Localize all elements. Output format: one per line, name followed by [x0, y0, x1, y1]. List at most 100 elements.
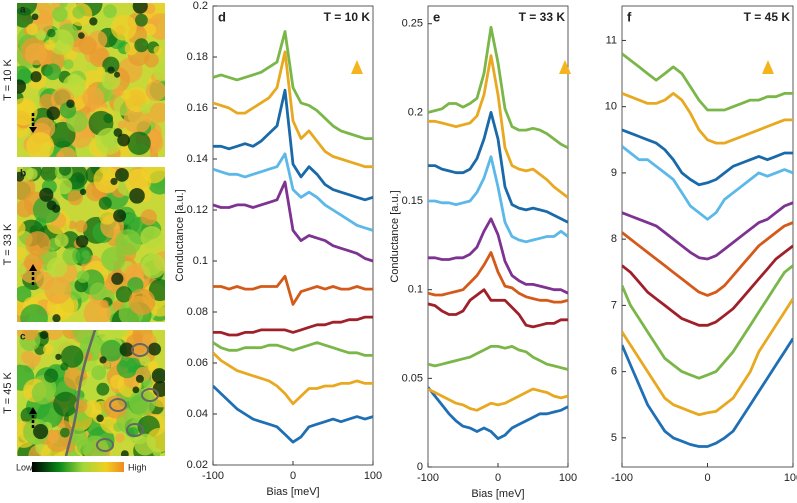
- colorbar-low: Low: [16, 462, 33, 472]
- map-patch: [110, 374, 124, 389]
- series-group: [428, 25, 568, 440]
- map-dark-patch: [132, 3, 148, 14]
- spectrum-line: [428, 288, 568, 329]
- y-axis-label: Conductance [a.u.]: [174, 189, 186, 281]
- spectrum-line: [428, 345, 568, 371]
- map-dark-patch: [79, 188, 87, 195]
- map-patch: [17, 3, 38, 16]
- map-dark-patch: [99, 356, 107, 364]
- map: [17, 167, 165, 322]
- map-patch: [26, 23, 38, 36]
- map-patch: [48, 29, 75, 55]
- map-patch: [46, 257, 68, 278]
- spectrum-line: [428, 251, 568, 304]
- map-patch: [17, 265, 27, 275]
- map-dark-patch: [39, 187, 54, 202]
- map-dark-patch: [113, 209, 127, 223]
- map-patch: [78, 36, 97, 55]
- spectrum-line: [428, 217, 568, 295]
- map-patch: [153, 62, 165, 82]
- map-dark-patch: [77, 32, 85, 39]
- x-tick-label: -100: [202, 470, 224, 482]
- y-tick-label: 0.04: [187, 408, 208, 420]
- maps: a T = 10 K b T = 33 K c T = 45 K: [2, 3, 165, 456]
- domain-outline: [141, 388, 159, 402]
- spectrum-line: [213, 50, 373, 169]
- map-dark-patch: [89, 17, 98, 26]
- y-tick-label: 0.15: [402, 195, 423, 207]
- tip-arrowhead: [29, 264, 37, 271]
- panel-letter: d: [218, 9, 226, 24]
- spectrum-line: [622, 298, 793, 417]
- y-tick-label: 7: [611, 299, 617, 311]
- x-axis-label: Bias [meV]: [266, 486, 319, 498]
- domain-outline: [109, 398, 127, 412]
- map-patch: [67, 190, 83, 206]
- spectrum-line: [213, 180, 373, 263]
- panel-title: T = 33 K: [519, 10, 566, 24]
- map-dark-patch: [17, 171, 25, 182]
- map-dark-patch: [120, 450, 129, 456]
- spectrum-line: [213, 341, 373, 357]
- spectrum-line: [213, 384, 373, 444]
- map-patch: [59, 3, 68, 8]
- y-tick-label: 6: [611, 366, 617, 378]
- map-patch: [149, 102, 165, 123]
- plot-frame: [621, 5, 794, 468]
- map-patch: [83, 400, 102, 418]
- spectrum-line: [428, 387, 568, 412]
- map-patch: [115, 433, 125, 443]
- y-tick-label: 0.1: [408, 284, 423, 296]
- map-dark-patch: [30, 71, 42, 83]
- panel-letter: f: [627, 9, 632, 24]
- spectrum-line: [622, 92, 793, 145]
- map-patch: [140, 226, 163, 249]
- map-patch: [20, 304, 48, 322]
- map-dark-patch: [152, 381, 165, 397]
- y-tick-label: 0.12: [187, 204, 208, 216]
- map-dark-patch: [107, 66, 115, 74]
- map-dark-patch: [31, 13, 39, 21]
- x-tick-label: 0: [495, 472, 501, 484]
- map-patch: [52, 6, 68, 22]
- map-patch: [125, 168, 152, 195]
- map-patch: [46, 430, 59, 444]
- map-patch: [44, 368, 59, 383]
- map-patch: [117, 120, 126, 129]
- map-dark-patch: [117, 133, 130, 147]
- map-patch: [115, 330, 128, 337]
- map-patch: [103, 4, 117, 18]
- tip-arrowhead: [29, 127, 37, 133]
- map-patch: [63, 59, 74, 70]
- map-patch: [68, 220, 77, 230]
- map-temperature: T = 10 K: [2, 58, 14, 100]
- map-temperature: T = 45 K: [2, 371, 14, 413]
- spectrum-line: [622, 337, 793, 448]
- x-tick-label: 0: [290, 470, 296, 482]
- sweep-arrowhead: [559, 60, 571, 74]
- map-patch: [53, 391, 79, 417]
- map-patch: [101, 246, 126, 272]
- map-dark-patch: [135, 374, 144, 383]
- spectrum-line: [622, 52, 793, 112]
- map-patch: [82, 86, 105, 109]
- map-patch: [76, 270, 90, 283]
- map-patch: [56, 178, 73, 195]
- x-tick-label: -100: [417, 472, 439, 484]
- map-dark-patch: [148, 342, 161, 356]
- map-patch: [115, 229, 142, 256]
- map-patch: [17, 246, 27, 261]
- map-patch: [44, 39, 56, 51]
- map-patch: [98, 208, 116, 225]
- map-patch: [132, 330, 144, 342]
- spectrum-line: [428, 111, 568, 224]
- map-dark-patch: [55, 353, 62, 360]
- map-patch: [115, 286, 133, 303]
- map-patch: [143, 23, 157, 36]
- map-dark-patch: [75, 235, 89, 248]
- x-axis-label: Bias [meV]: [471, 488, 524, 500]
- map-patch: [31, 381, 55, 405]
- map-patch: [58, 167, 72, 176]
- map-patch: [60, 345, 84, 368]
- spectrum-line: [622, 221, 793, 297]
